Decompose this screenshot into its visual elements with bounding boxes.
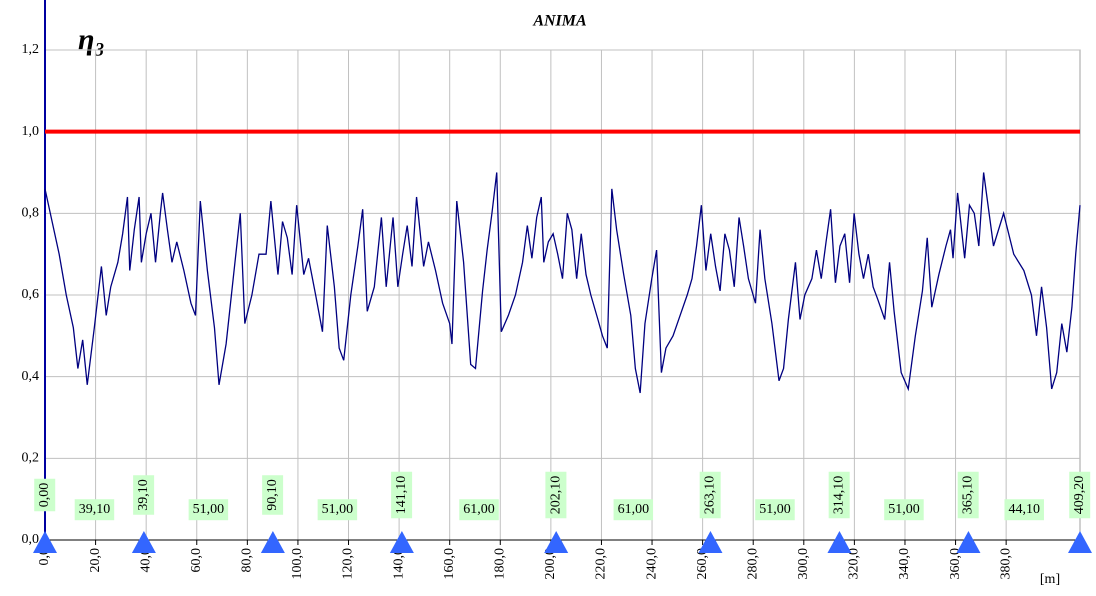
- support-label: 263,10: [703, 476, 718, 515]
- support: [131, 531, 156, 553]
- span-label-box: [613, 499, 654, 521]
- span-label-box: [755, 499, 795, 521]
- support-label: 0,00: [37, 483, 52, 508]
- span-label-box: [74, 499, 115, 521]
- x-tick-label: 180,0: [492, 548, 507, 580]
- span-label-box: [188, 499, 229, 521]
- span-label: 51,00: [759, 502, 791, 517]
- span-label: 61,00: [618, 502, 650, 517]
- x-tick-label: 240,0: [644, 548, 659, 580]
- x-tick-label: 340,0: [897, 548, 912, 580]
- x-tick-label: 300,0: [796, 548, 811, 580]
- support-label: 314,10: [832, 476, 847, 515]
- x-tick-label: 80,0: [240, 548, 255, 573]
- support: [260, 531, 285, 553]
- span-label: 51,00: [322, 502, 354, 517]
- span-label: 51,00: [888, 502, 920, 517]
- x-tick-label: 380,0: [998, 548, 1013, 580]
- y-tick-label: 0,2: [22, 451, 40, 466]
- x-tick-label: 60,0: [189, 548, 204, 573]
- support-label-box: [699, 471, 721, 519]
- support: [389, 531, 414, 553]
- support-label: 39,10: [136, 479, 151, 511]
- y-tick-label: 0,0: [22, 532, 40, 547]
- x-axis-label: [m]: [1040, 572, 1060, 587]
- support-label-box: [391, 471, 413, 519]
- support: [956, 531, 981, 553]
- x-tick-label: 320,0: [847, 548, 862, 580]
- support: [33, 531, 57, 553]
- y-axis-label: η₃: [78, 23, 105, 56]
- span-label: 39,10: [79, 502, 111, 517]
- x-tick-label: 360,0: [948, 548, 963, 580]
- x-tick-label: 200,0: [543, 548, 558, 580]
- support-label: 202,10: [548, 476, 563, 515]
- y-tick-label: 0,4: [22, 369, 40, 384]
- span-label-box: [1004, 499, 1044, 521]
- y-tick-label: 1,0: [22, 124, 40, 139]
- x-tick-label: 20,0: [88, 548, 103, 573]
- x-tick-label: 220,0: [594, 548, 609, 580]
- support-label: 141,10: [394, 476, 409, 515]
- support-label: 409,20: [1072, 476, 1087, 515]
- support-label-box: [545, 471, 567, 519]
- span-label: 44,10: [1008, 502, 1040, 517]
- span-label-box: [317, 499, 358, 521]
- support: [1068, 531, 1092, 553]
- support-label: 365,10: [961, 476, 976, 515]
- support: [827, 531, 852, 553]
- span-label-box: [884, 499, 924, 521]
- support-label-box: [828, 471, 850, 519]
- span-label-box: [459, 499, 499, 521]
- y-tick-label: 0,6: [22, 287, 40, 302]
- span-label: 61,00: [463, 502, 495, 517]
- support-label-box: [957, 471, 979, 519]
- support-label-box: [262, 475, 284, 515]
- x-tick-label: 40,0: [138, 548, 153, 573]
- support-label-box: [133, 475, 155, 515]
- y-tick-label: 1,2: [22, 42, 40, 57]
- support-label: 90,10: [265, 479, 280, 511]
- x-tick-label: 140,0: [391, 548, 406, 580]
- support: [544, 531, 569, 553]
- x-tick-label: 280,0: [745, 548, 760, 580]
- x-tick-label: 160,0: [442, 548, 457, 580]
- support: [698, 531, 723, 553]
- support-label-box: [34, 478, 56, 512]
- chart-title: ANIMA: [532, 13, 587, 30]
- span-label: 51,00: [193, 502, 225, 517]
- data-line: [44, 172, 1081, 394]
- x-tick-label: 100,0: [290, 548, 305, 580]
- x-tick-label: 120,0: [341, 548, 356, 580]
- x-tick-label: 260,0: [695, 548, 710, 580]
- support-label-box: [1069, 471, 1091, 519]
- y-tick-label: 0,8: [22, 206, 40, 221]
